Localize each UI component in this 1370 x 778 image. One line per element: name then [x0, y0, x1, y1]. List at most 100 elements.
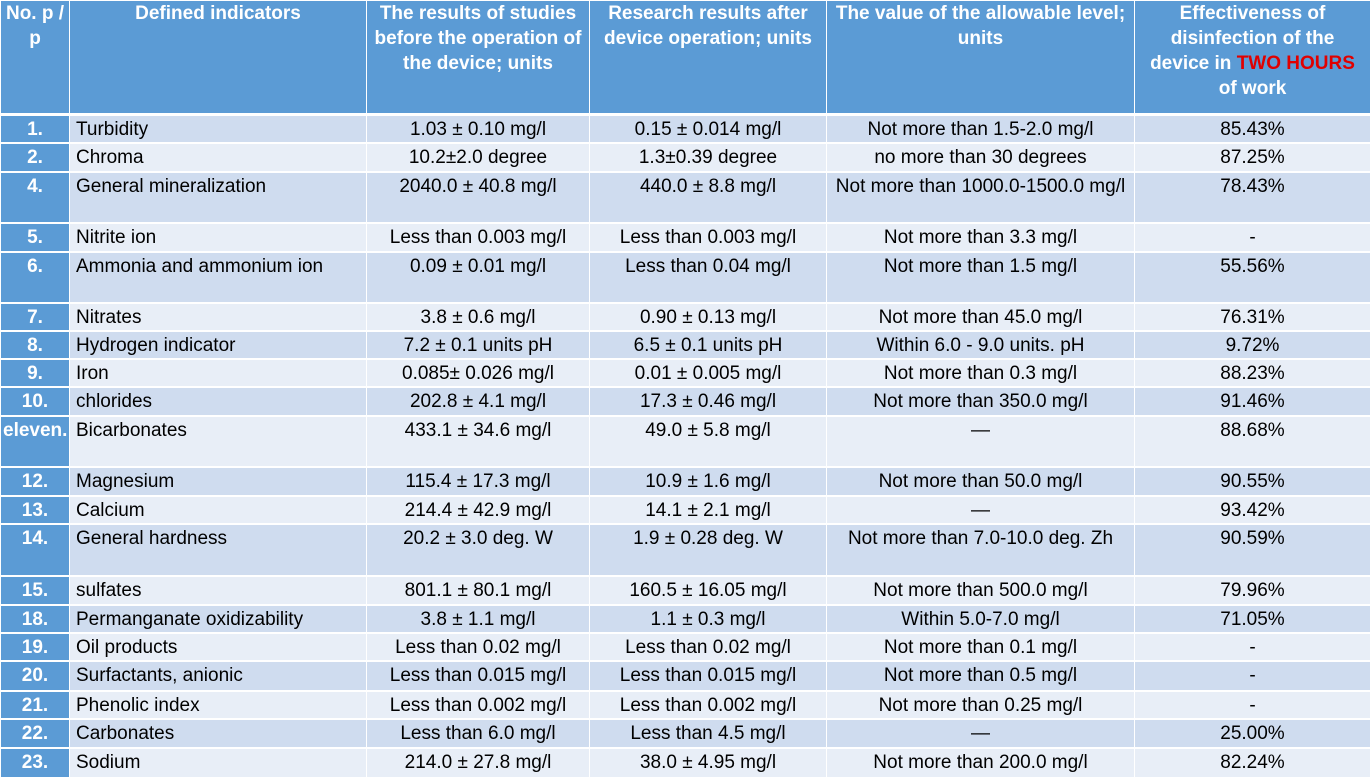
- value-after: Less than 0.02 mg/l: [590, 633, 827, 661]
- value-before: 10.2±2.0 degree: [367, 143, 590, 172]
- allowable-level: Within 6.0 - 9.0 units. pH: [827, 331, 1135, 359]
- value-after: 1.9 ± 0.28 deg. W: [590, 524, 827, 576]
- header-allowable: The value of the allowable level; units: [827, 1, 1135, 115]
- effectiveness-value: 79.96%: [1135, 576, 1370, 605]
- allowable-level: Not more than 7.0-10.0 deg. Zh: [827, 524, 1135, 576]
- value-before: 20.2 ± 3.0 deg. W: [367, 524, 590, 576]
- value-before: 801.1 ± 80.1 mg/l: [367, 576, 590, 605]
- indicator-name: General hardness: [70, 524, 367, 576]
- indicator-name: Turbidity: [70, 115, 367, 144]
- indicator-name: Phenolic index: [70, 691, 367, 719]
- row-number: 15.: [1, 576, 70, 605]
- allowable-level: Not more than 0.1 mg/l: [827, 633, 1135, 661]
- indicator-name: Chroma: [70, 143, 367, 172]
- effectiveness-value: 87.25%: [1135, 143, 1370, 172]
- allowable-level: —: [827, 416, 1135, 467]
- row-number: 9.: [1, 359, 70, 387]
- effectiveness-value: -: [1135, 691, 1370, 719]
- value-after: 1.3±0.39 degree: [590, 143, 827, 172]
- value-after: Less than 0.04 mg/l: [590, 252, 827, 303]
- value-before: 0.085± 0.026 mg/l: [367, 359, 590, 387]
- allowable-level: Not more than 3.3 mg/l: [827, 223, 1135, 252]
- indicator-name: Hydrogen indicator: [70, 331, 367, 359]
- value-after: 6.5 ± 0.1 units pH: [590, 331, 827, 359]
- value-before: Less than 0.002 mg/l: [367, 691, 590, 719]
- value-before: 3.8 ± 1.1 mg/l: [367, 605, 590, 633]
- indicator-name: Sodium: [70, 748, 367, 777]
- value-before: Less than 0.02 mg/l: [367, 633, 590, 661]
- value-before: 2040.0 ± 40.8 mg/l: [367, 172, 590, 223]
- row-number: 13.: [1, 496, 70, 524]
- header-before: The results of studies before the operat…: [367, 1, 590, 115]
- allowable-level: Not more than 500.0 mg/l: [827, 576, 1135, 605]
- row-number: 22.: [1, 719, 70, 748]
- value-after: 10.9 ± 1.6 mg/l: [590, 467, 827, 496]
- header-indicators: Defined indicators: [70, 1, 367, 115]
- value-before: 1.03 ± 0.10 mg/l: [367, 115, 590, 144]
- value-after: Less than 0.015 mg/l: [590, 661, 827, 691]
- value-after: 17.3 ± 0.46 mg/l: [590, 387, 827, 416]
- value-before: 0.09 ± 0.01 mg/l: [367, 252, 590, 303]
- row-number: 1.: [1, 115, 70, 144]
- allowable-level: Not more than 0.5 mg/l: [827, 661, 1135, 691]
- row-number: 6.: [1, 252, 70, 303]
- row-number: 5.: [1, 223, 70, 252]
- value-before: 7.2 ± 0.1 units pH: [367, 331, 590, 359]
- row-number: eleven.: [1, 416, 70, 467]
- value-before: Less than 6.0 mg/l: [367, 719, 590, 748]
- row-number: 23.: [1, 748, 70, 777]
- header-no: No. p / p: [1, 1, 70, 115]
- value-after: 160.5 ± 16.05 mg/l: [590, 576, 827, 605]
- effectiveness-value: 78.43%: [1135, 172, 1370, 223]
- indicator-name: Ammonia and ammonium ion: [70, 252, 367, 303]
- indicator-name: Nitrates: [70, 303, 367, 331]
- indicator-name: Magnesium: [70, 467, 367, 496]
- value-after: 0.01 ± 0.005 mg/l: [590, 359, 827, 387]
- effectiveness-value: 88.68%: [1135, 416, 1370, 467]
- row-number: 14.: [1, 524, 70, 576]
- effectiveness-value: 85.43%: [1135, 115, 1370, 144]
- effectiveness-value: -: [1135, 223, 1370, 252]
- value-after: 0.90 ± 0.13 mg/l: [590, 303, 827, 331]
- header-effectiveness-suffix: of work: [1219, 78, 1287, 99]
- row-number: 8.: [1, 331, 70, 359]
- value-after: 14.1 ± 2.1 mg/l: [590, 496, 827, 524]
- value-before: 3.8 ± 0.6 mg/l: [367, 303, 590, 331]
- allowable-level: Not more than 1000.0-1500.0 mg/l: [827, 172, 1135, 223]
- allowable-level: Not more than 350.0 mg/l: [827, 387, 1135, 416]
- indicator-name: Bicarbonates: [70, 416, 367, 467]
- header-row: No. p / p Defined indicators The results…: [1, 1, 1370, 115]
- effectiveness-value: 90.55%: [1135, 467, 1370, 496]
- value-before: 214.4 ± 42.9 mg/l: [367, 496, 590, 524]
- allowable-level: Not more than 200.0 mg/l: [827, 748, 1135, 777]
- indicator-name: General mineralization: [70, 172, 367, 223]
- value-after: 38.0 ± 4.95 mg/l: [590, 748, 827, 777]
- header-after: Research results after device operation;…: [590, 1, 827, 115]
- effectiveness-value: 76.31%: [1135, 303, 1370, 331]
- indicator-name: Oil products: [70, 633, 367, 661]
- effectiveness-value: 55.56%: [1135, 252, 1370, 303]
- value-before: Less than 0.003 mg/l: [367, 223, 590, 252]
- effectiveness-value: 93.42%: [1135, 496, 1370, 524]
- indicator-name: sulfates: [70, 576, 367, 605]
- effectiveness-value: 91.46%: [1135, 387, 1370, 416]
- effectiveness-value: 25.00%: [1135, 719, 1370, 748]
- indicator-name: Carbonates: [70, 719, 367, 748]
- value-after: 0.15 ± 0.014 mg/l: [590, 115, 827, 144]
- allowable-level: —: [827, 496, 1135, 524]
- allowable-level: —: [827, 719, 1135, 748]
